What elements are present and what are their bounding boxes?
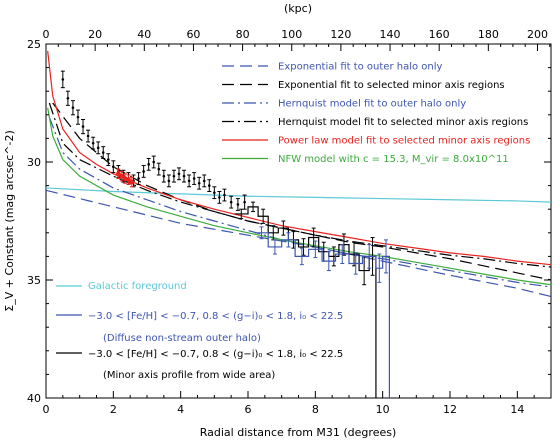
step-minor-axis-profile-from-wide-area-binned: [234, 206, 377, 398]
black-selection-condition: −3.0 < [Fe/H] < −0.7, 0.8 < (g−i)₀ < 1.8…: [88, 349, 343, 360]
data-point: [129, 179, 135, 185]
data-points: [60, 70, 390, 398]
data-point: [152, 160, 156, 164]
data-point: [218, 196, 221, 199]
data-point: [119, 173, 125, 179]
axis-ticks: 0 2 4 6 8 10 12 140 20 40 60 80 100 120 140 160 180 20025…: [27, 28, 552, 416]
data-point: [115, 171, 121, 177]
x-tick-label: 0: [43, 403, 50, 416]
y-tick-label: 30: [27, 156, 41, 169]
top-x-tick-label: 120: [330, 28, 351, 41]
data-point: [229, 200, 233, 204]
legend-label: Exponential fit to selected minor axis r…: [278, 80, 505, 91]
data-point: [167, 179, 171, 183]
data-point: [76, 115, 80, 119]
data-point: [187, 179, 191, 183]
black-selection-note: (Minor axis profile from wide area): [103, 370, 275, 381]
curve-nfw-model-with-c-15-3-m-vir-8-0x10-11: [47, 107, 552, 286]
legend-label: Exponential fit to outer halo only: [278, 62, 443, 73]
top-x-tick-label: 140: [380, 28, 401, 41]
curve-power-law-model-fit-to-selected-minor-axis-regions: [47, 51, 552, 266]
data-point: [106, 158, 110, 161]
data-point: [207, 184, 211, 187]
x-axis-label: Radial distance from M31 (degrees): [200, 426, 397, 439]
y-tick-label: 35: [27, 274, 41, 287]
top-x-tick-label: 160: [429, 28, 450, 41]
data-point: [126, 177, 131, 183]
data-point: [182, 174, 186, 178]
y-tick-label: 25: [27, 38, 41, 51]
data-point: [71, 106, 75, 110]
top-x-tick-label: 180: [478, 28, 499, 41]
data-point: [172, 174, 176, 178]
data-point: [197, 181, 201, 185]
blue-selection-note: (Diffuse non-stream outer halo): [103, 333, 261, 344]
top-x-tick-label: 100: [281, 28, 302, 41]
data-point: [236, 203, 240, 206]
top-x-tick-label: 200: [527, 28, 548, 41]
y-tick-label: 40: [27, 392, 41, 405]
x-tick-label: 12: [443, 403, 457, 416]
top-x-tick-label: 40: [137, 28, 151, 41]
x-tick-label: 10: [376, 403, 390, 416]
step-diffuse-non-stream-outer-halo: [254, 232, 390, 398]
data-point: [223, 193, 226, 197]
x-tick-label: 14: [510, 403, 524, 416]
data-point: [91, 141, 95, 145]
data-point: [96, 146, 100, 150]
data-point: [213, 191, 216, 194]
curve-hernquist-model-fit-to-selected-minor-axis-regions: [48, 102, 552, 268]
data-point: [66, 96, 70, 100]
data-point: [157, 167, 161, 171]
data-point: [61, 78, 65, 81]
x-tick-label: 2: [110, 403, 117, 416]
data-point: [101, 151, 105, 154]
legend-label: Hernquist model fit to outer halo only: [278, 99, 466, 110]
data-point: [177, 172, 181, 176]
data-point: [112, 165, 115, 169]
legend-label: NFW model with c = 15.3, M_vir = 8.0x10^…: [278, 154, 509, 165]
legend-label: Power law model fit to selected minor ax…: [278, 136, 530, 147]
plot-frame: [45, 43, 552, 399]
x-tick-label: 4: [177, 403, 184, 416]
model-curves: [45, 51, 552, 298]
data-point: [137, 177, 140, 180]
blue-selection-condition: −3.0 < [Fe/H] < −0.7, 0.8 < (g−i)₀ < 1.8…: [88, 311, 343, 322]
top-x-tick-label: 20: [88, 28, 102, 41]
data-point: [86, 134, 90, 138]
top-axis-label: (kpc): [284, 2, 312, 15]
data-point: [81, 125, 85, 128]
data-point: [202, 179, 206, 183]
foreground-label: Galactic foreground: [88, 281, 187, 292]
x-tick-label: 8: [312, 403, 319, 416]
curve-galactic-foreground: [45, 187, 552, 203]
curve-exponential-fit-to-selected-minor-axis-regions: [52, 102, 552, 281]
legend-label: Hernquist model fit to selected minor ax…: [278, 117, 528, 128]
top-x-tick-label: 60: [186, 28, 200, 41]
x-tick-label: 6: [245, 403, 252, 416]
data-point: [147, 163, 150, 166]
y-axis-label: Σ_V + Constant (mag arcsec^-2): [3, 130, 16, 311]
top-x-tick-label: 0: [43, 28, 50, 41]
data-point: [192, 177, 196, 180]
data-point: [142, 170, 145, 173]
data-point: [243, 200, 246, 204]
legend: Exponential fit to outer halo only Expone…: [222, 62, 530, 165]
top-x-tick-label: 80: [236, 28, 250, 41]
data-point: [162, 174, 166, 178]
